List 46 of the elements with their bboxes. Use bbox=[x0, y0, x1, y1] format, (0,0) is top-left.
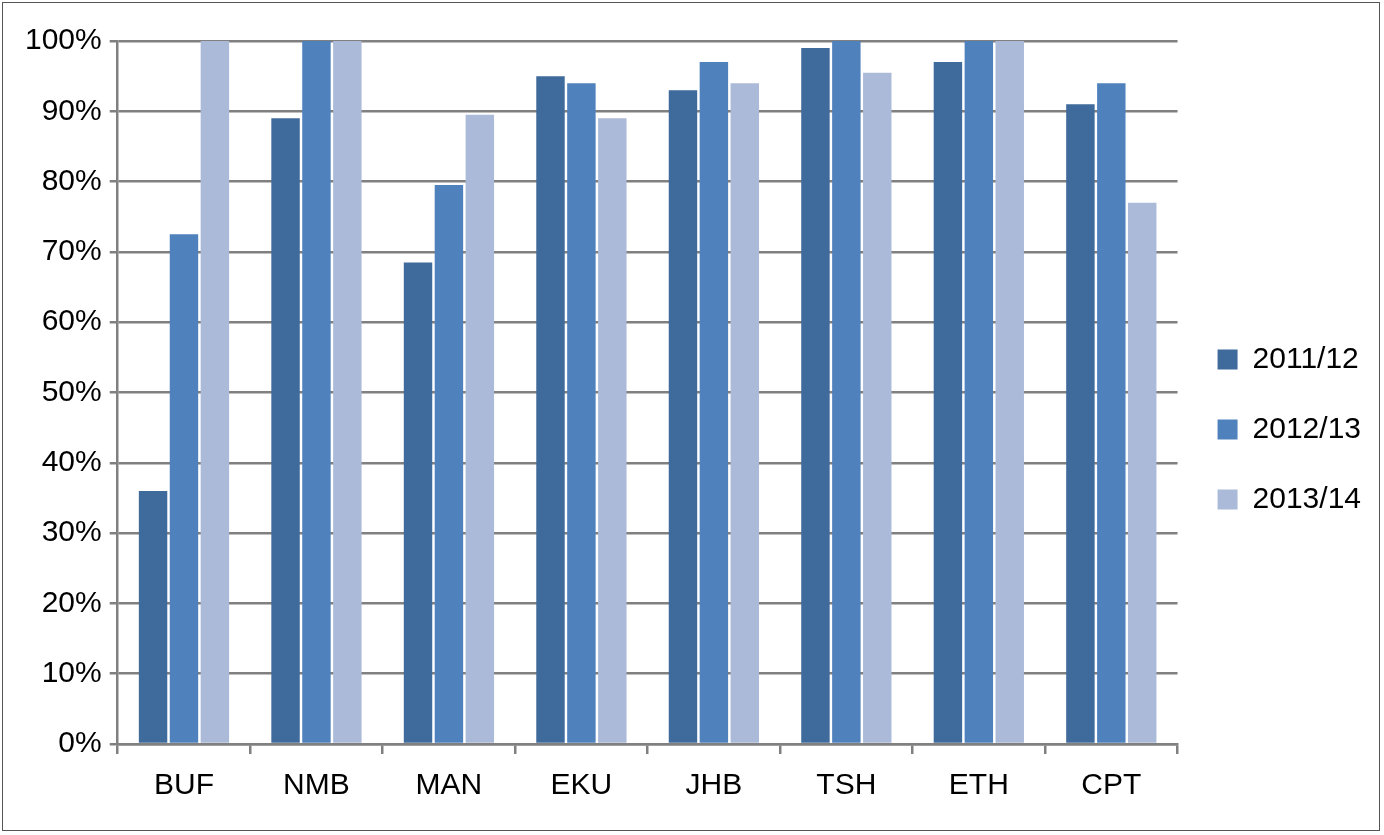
y-tick-label: 20% bbox=[41, 584, 102, 618]
x-tick-label: BUF bbox=[153, 767, 214, 801]
bar bbox=[1097, 83, 1126, 743]
x-tick-label: ETH bbox=[948, 767, 1009, 801]
x-tick-label: EKU bbox=[550, 767, 613, 801]
x-tick-label: MAN bbox=[415, 767, 483, 801]
bar bbox=[271, 118, 300, 743]
y-tick-label: 50% bbox=[41, 373, 102, 407]
bar bbox=[1128, 202, 1157, 743]
y-tick-label: 0% bbox=[58, 725, 102, 759]
bar bbox=[801, 48, 830, 743]
bar bbox=[863, 72, 892, 743]
y-tick-label: 30% bbox=[41, 514, 102, 548]
bar bbox=[333, 41, 362, 743]
x-tick-label: NMB bbox=[283, 767, 350, 801]
y-tick-label: 40% bbox=[41, 444, 102, 478]
legend-label: 2013/14 bbox=[1252, 480, 1362, 514]
y-tick-label: 60% bbox=[41, 303, 102, 337]
y-tick-label: 70% bbox=[41, 233, 102, 267]
x-tick-label: TSH bbox=[816, 767, 877, 801]
bar bbox=[1066, 104, 1095, 743]
bar bbox=[403, 262, 433, 743]
bar bbox=[200, 41, 230, 743]
bar bbox=[434, 185, 464, 743]
bar bbox=[730, 83, 760, 743]
bar bbox=[964, 41, 994, 743]
y-tick-label: 80% bbox=[41, 162, 102, 196]
bar bbox=[668, 90, 698, 743]
bar bbox=[169, 234, 199, 743]
bar bbox=[536, 76, 565, 743]
bar bbox=[832, 41, 861, 743]
bar bbox=[465, 114, 495, 743]
y-tick-label: 10% bbox=[41, 654, 102, 688]
bar bbox=[995, 41, 1024, 743]
bar bbox=[302, 41, 331, 743]
y-tick-label: 90% bbox=[41, 92, 102, 126]
legend-label: 2012/13 bbox=[1252, 410, 1362, 444]
y-tick-label: 100% bbox=[24, 22, 102, 56]
bar bbox=[138, 490, 168, 743]
bar bbox=[567, 83, 596, 743]
bar bbox=[933, 62, 963, 743]
bar bbox=[699, 62, 729, 743]
x-tick-label: JHB bbox=[685, 767, 743, 801]
x-tick-label: CPT bbox=[1081, 767, 1142, 801]
bar bbox=[598, 118, 627, 743]
legend-label: 2011/12 bbox=[1252, 340, 1359, 374]
